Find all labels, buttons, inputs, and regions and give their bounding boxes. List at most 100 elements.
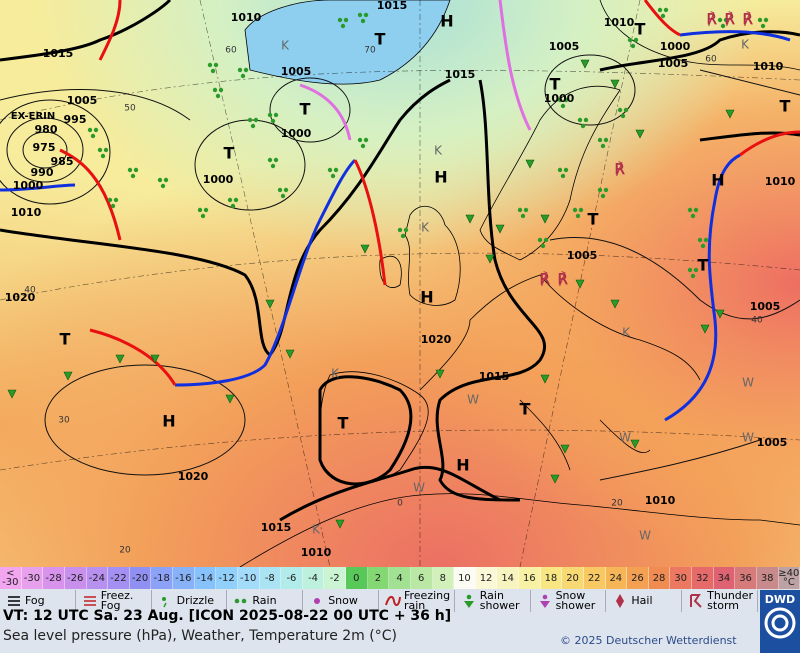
grid-label: 20	[611, 499, 623, 509]
cold-front	[664, 153, 741, 422]
legend-label: Drizzle	[176, 594, 215, 607]
isobar-label: 1020	[5, 291, 36, 304]
rain-symbol	[207, 62, 213, 68]
grid-label: 30	[58, 416, 70, 426]
rain-symbol	[93, 127, 99, 133]
isobar	[0, 0, 172, 62]
rain-symbol	[517, 207, 523, 213]
scale-cell: 24	[605, 567, 628, 589]
isobar	[0, 99, 111, 205]
rain-symbol	[230, 203, 236, 209]
isobar-label: 1005	[67, 94, 98, 107]
scale-cell: 34	[713, 567, 736, 589]
rain-symbol	[87, 127, 93, 133]
legend-item: Drizzle	[152, 590, 228, 612]
rain-symbol	[360, 143, 366, 149]
pressure-center: T	[520, 400, 531, 419]
rain-symbol	[723, 17, 729, 23]
coastline	[379, 255, 402, 288]
rain-symbol	[687, 267, 693, 273]
rain-symbol	[557, 167, 563, 173]
rain-symbol	[572, 207, 578, 213]
air-mass-label: W	[619, 431, 631, 445]
rain-symbol	[543, 237, 549, 243]
weather-legend: Fog Freez. Fog Drizzle Rain Snow Freezing rai…	[0, 590, 758, 612]
scale-cell: -8	[259, 567, 282, 589]
rain-symbol	[630, 43, 636, 49]
scale-cell: 20	[562, 567, 584, 589]
scale-cell: 14	[497, 567, 519, 589]
rain-symbol	[107, 197, 113, 203]
rain-symbol	[97, 147, 103, 153]
rain-symbol	[617, 107, 623, 113]
rain-symbol	[717, 17, 723, 23]
scale-cell: 32	[692, 567, 714, 589]
rain-symbol	[337, 17, 343, 23]
legend-icon	[83, 596, 96, 606]
grid-label: 40	[751, 316, 763, 326]
shower-symbol	[525, 159, 535, 169]
shower-symbol	[225, 394, 235, 404]
shower-symbol	[540, 214, 550, 224]
rain-symbol	[210, 68, 216, 74]
rain-symbol	[690, 213, 696, 219]
pressure-center: H	[434, 168, 447, 187]
isobar-label: 1010	[11, 206, 42, 219]
rain-symbol	[560, 173, 566, 179]
rain-symbol	[577, 117, 583, 123]
isobar	[318, 375, 413, 486]
temperature-scale: < -30 -30 -28 -26 -24 -22 -20 -18 -16 -14 -12 -10 -8…	[0, 567, 800, 589]
graticule-line	[0, 252, 800, 301]
scale-cell: 4	[389, 567, 411, 589]
rain-symbol	[327, 167, 333, 173]
grid-label: 70	[364, 46, 376, 56]
description: Sea level pressure (hPa), Weather, Tempe…	[3, 628, 397, 644]
pressure-center: H	[711, 171, 724, 190]
warm-front	[89, 328, 177, 386]
rain-symbol	[520, 213, 526, 219]
legend-icon	[616, 594, 625, 608]
scale-cell: 0	[346, 567, 368, 589]
isobar	[0, 69, 800, 481]
warm-front	[353, 159, 387, 286]
scale-cell: ≥40 °C	[778, 567, 800, 589]
isobar-label: 1010	[231, 11, 262, 24]
scale-cell: -12	[216, 567, 238, 589]
rain-symbol	[110, 203, 116, 209]
legend-item: Freezing rain	[379, 590, 455, 612]
isobar-label: 1000	[13, 179, 44, 192]
valid-time: VT: 12 UTC Sa. 23 Aug. [ICON 2025-08-22 …	[3, 608, 452, 624]
rain-symbol	[247, 117, 253, 123]
isobar-label: 990	[31, 166, 54, 179]
rain-symbol	[575, 213, 581, 219]
rain-symbol	[267, 157, 273, 163]
rain-symbol	[597, 187, 603, 193]
isobar-label: 980	[35, 123, 58, 136]
rain-symbol	[633, 37, 639, 43]
air-mass-label: W	[742, 376, 754, 390]
rain-symbol	[760, 23, 766, 29]
rain-symbol	[360, 18, 366, 24]
shower-symbol	[580, 59, 590, 69]
rain-symbol	[333, 167, 339, 173]
rain-symbol	[357, 137, 363, 143]
rain-symbol	[197, 207, 203, 213]
warm-front	[59, 148, 122, 241]
shower-symbol	[285, 349, 295, 359]
isobar-label: 1015	[479, 370, 510, 383]
isobar	[599, 30, 800, 72]
scale-cell: -26	[64, 567, 87, 589]
thunderstorm-symbol: ℟	[558, 271, 569, 289]
pressure-center: H	[420, 288, 433, 307]
legend-label: Fog	[25, 594, 45, 607]
rain-symbol	[540, 243, 546, 249]
scale-cell: -16	[173, 567, 195, 589]
fronts	[0, 0, 800, 422]
shower-symbol	[575, 279, 585, 289]
isobar-label: 1005	[567, 249, 598, 262]
grid-label: 60	[225, 46, 237, 56]
pressure-center: T	[698, 256, 709, 275]
rain-symbol	[623, 107, 629, 113]
shower-symbol	[715, 309, 725, 319]
